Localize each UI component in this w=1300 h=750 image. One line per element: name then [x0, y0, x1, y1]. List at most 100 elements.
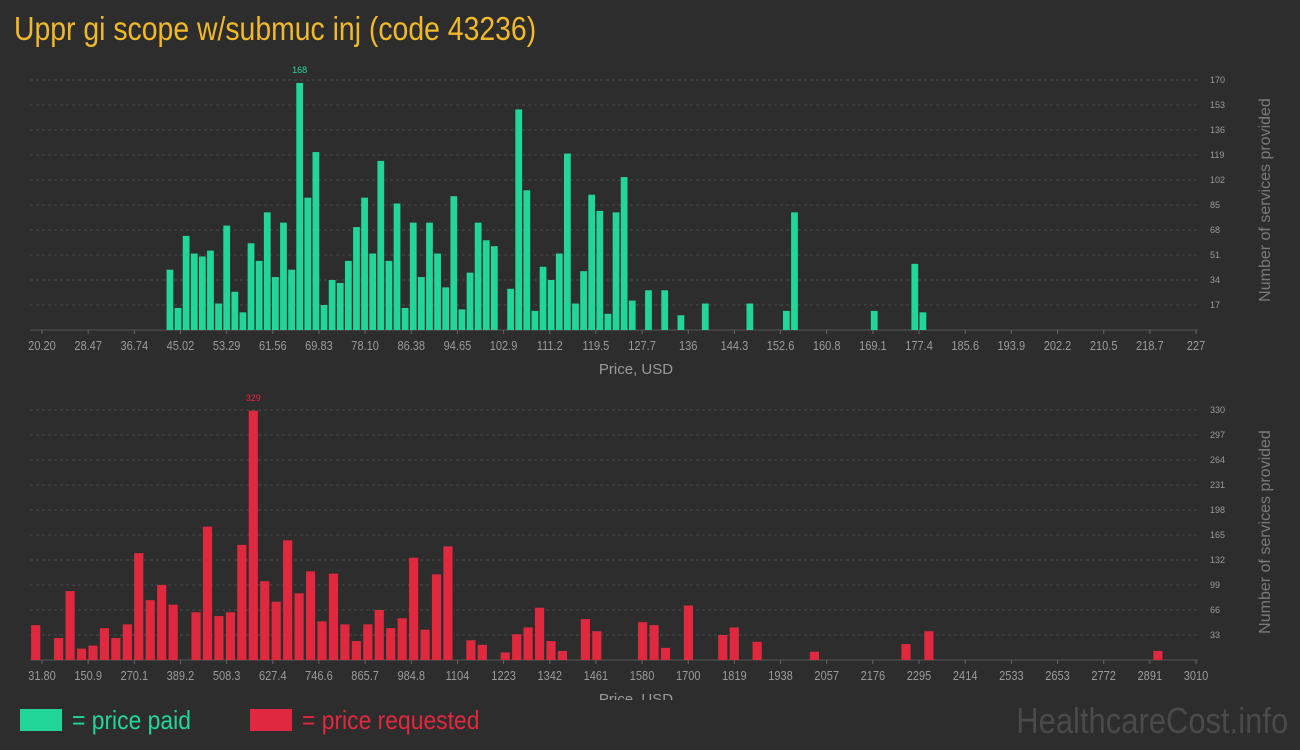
bar-paid [247, 243, 255, 330]
bar-requested [431, 574, 442, 660]
bar-paid [280, 222, 287, 330]
bar-paid [482, 240, 490, 330]
x-tick-label-requested: 389.2 [167, 668, 195, 683]
bar-requested [225, 612, 235, 660]
bar-requested [65, 591, 75, 660]
bar-paid [466, 272, 474, 330]
x-tick-label-paid: 144.3 [721, 338, 749, 353]
bar-requested [557, 650, 568, 660]
bar-paid [166, 269, 174, 330]
x-tick-label-paid: 218.7 [1136, 338, 1164, 353]
bar-requested [328, 573, 339, 660]
bar-paid [263, 212, 271, 330]
bar-paid [547, 280, 555, 330]
bar-paid [612, 212, 620, 330]
bar-paid [791, 212, 798, 330]
bar-paid [369, 253, 377, 330]
y-tick-label-paid: 17 [1210, 300, 1220, 310]
bar-paid [555, 253, 563, 330]
x-tick-label-paid: 61.56 [259, 338, 287, 353]
bar-requested [638, 622, 648, 660]
bar-paid [255, 260, 263, 330]
bar-paid [377, 160, 385, 330]
x-tick-label-requested: 1700 [676, 668, 701, 683]
bar-paid [328, 280, 336, 330]
bar-requested [523, 627, 533, 660]
bar-requested [260, 581, 270, 660]
x-tick-label-requested: 2295 [907, 668, 932, 683]
x-tick-label-paid: 53.29 [213, 338, 241, 353]
bar-requested [1153, 650, 1163, 660]
bar-paid [507, 288, 514, 330]
bar-requested [580, 619, 590, 660]
x-tick-label-requested: 1461 [584, 668, 609, 683]
bar-paid [312, 152, 320, 330]
bar-requested [271, 601, 281, 660]
bar-requested [409, 557, 419, 660]
bar-paid [531, 310, 539, 330]
x-tick-label-requested: 1342 [537, 668, 562, 683]
bar-paid [450, 196, 458, 330]
y-tick-label-requested: 264 [1210, 455, 1225, 465]
bar-requested [76, 648, 87, 660]
x-axis-title-paid: Price, USD [599, 361, 673, 378]
x-tick-label-paid: 36.74 [121, 338, 149, 353]
bar-requested [729, 627, 739, 660]
y-tick-label-paid: 102 [1210, 175, 1225, 185]
x-tick-label-paid: 160.8 [813, 338, 841, 353]
y-axis-title-paid: Number of services provided [1257, 98, 1274, 302]
bar-requested [500, 652, 510, 660]
bar-requested [363, 624, 373, 660]
bar-paid [231, 291, 239, 330]
legend-label-paid: = price paid [72, 704, 191, 735]
bar-requested [340, 624, 350, 660]
bar-requested [752, 641, 762, 660]
bar-paid [296, 82, 304, 330]
legend-item-price-requested: = price requested [250, 705, 504, 735]
bar-requested [374, 610, 384, 660]
y-tick-label-requested: 99 [1210, 580, 1220, 590]
bar-paid [782, 310, 790, 330]
x-tick-label-requested: 2533 [999, 668, 1024, 683]
x-tick-label-paid: 111.2 [537, 338, 563, 353]
x-tick-label-requested: 31.80 [28, 668, 56, 683]
bar-requested [31, 625, 41, 660]
x-tick-label-requested: 1223 [491, 668, 516, 683]
bar-requested [248, 410, 258, 660]
y-tick-label-requested: 33 [1210, 630, 1220, 640]
x-tick-label-requested: 2772 [1091, 668, 1116, 683]
bar-paid [539, 266, 547, 330]
x-tick-label-paid: 177.4 [905, 338, 933, 353]
bar-paid [361, 197, 368, 330]
bar-requested [592, 631, 602, 660]
x-tick-label-requested: 2653 [1045, 668, 1070, 683]
bar-requested [134, 553, 144, 660]
bar-requested [534, 607, 545, 660]
y-tick-label-requested: 297 [1210, 430, 1225, 440]
bar-paid [572, 303, 579, 330]
bar-requested [305, 571, 316, 660]
x-tick-label-requested: 865.7 [351, 668, 379, 683]
y-axis-title-requested: Number of services provided [1257, 430, 1274, 634]
legend-swatch-paid [20, 709, 62, 731]
watermark: HealthcareCost.info [1016, 700, 1288, 741]
bar-paid [474, 222, 482, 330]
bar-paid [434, 253, 441, 330]
bar-requested [901, 644, 911, 660]
bar-paid [385, 260, 393, 330]
charts-canvas: 17 34 51 68 85 102 119 136 153 170 168 20.20 28.47 36… [28, 65, 1274, 700]
x-tick-label-paid: 227 [1187, 338, 1206, 353]
legend-swatch-requested [250, 709, 292, 731]
bar-paid [174, 307, 182, 330]
x-tick-label-requested: 3010 [1184, 668, 1209, 683]
bar-requested [99, 628, 110, 660]
bar-requested [660, 647, 671, 660]
y-tick-label-requested: 198 [1210, 505, 1225, 515]
x-tick-label-paid: 152.6 [767, 338, 795, 353]
bar-requested [317, 621, 327, 660]
bar-paid [336, 282, 344, 330]
x-tick-label-requested: 508.3 [213, 668, 241, 683]
x-tick-label-paid: 210.5 [1090, 338, 1118, 353]
bar-paid [620, 177, 628, 330]
bar-paid [190, 253, 198, 330]
